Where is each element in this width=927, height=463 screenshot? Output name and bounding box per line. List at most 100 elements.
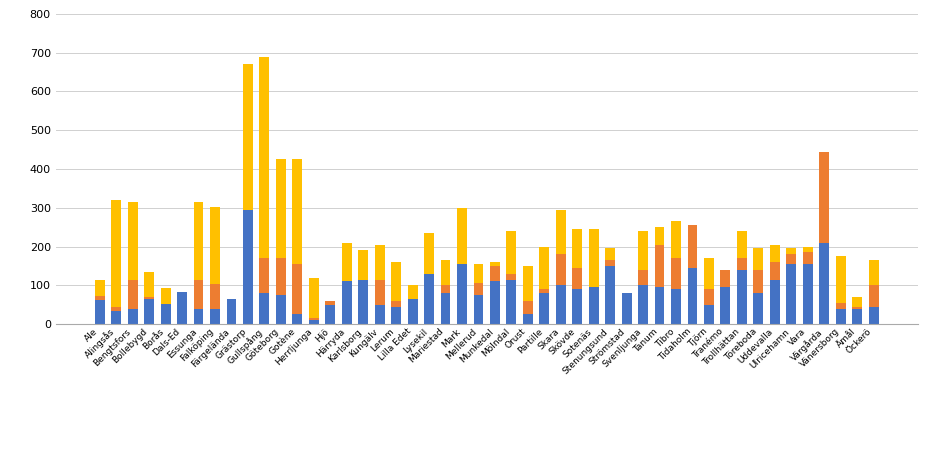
Bar: [654, 227, 665, 244]
Bar: [869, 285, 879, 307]
Bar: [556, 254, 565, 285]
Bar: [95, 300, 105, 324]
Bar: [836, 256, 845, 303]
Bar: [440, 285, 451, 293]
Bar: [408, 285, 417, 299]
Bar: [786, 264, 796, 324]
Bar: [720, 270, 730, 287]
Bar: [852, 308, 862, 324]
Bar: [506, 280, 516, 324]
Bar: [490, 282, 500, 324]
Bar: [358, 280, 368, 324]
Bar: [260, 56, 270, 258]
Bar: [194, 308, 203, 324]
Bar: [226, 299, 236, 324]
Bar: [95, 296, 105, 300]
Bar: [309, 277, 319, 318]
Bar: [540, 289, 549, 293]
Bar: [128, 280, 137, 308]
Bar: [95, 280, 105, 296]
Bar: [654, 244, 665, 287]
Bar: [457, 208, 467, 264]
Bar: [737, 270, 747, 324]
Bar: [572, 289, 582, 324]
Bar: [358, 250, 368, 280]
Bar: [540, 246, 549, 289]
Bar: [490, 266, 500, 282]
Bar: [276, 295, 286, 324]
Bar: [556, 210, 565, 254]
Bar: [111, 307, 121, 311]
Bar: [523, 301, 533, 314]
Bar: [292, 159, 302, 264]
Bar: [391, 301, 401, 307]
Bar: [556, 285, 565, 324]
Bar: [704, 305, 714, 324]
Bar: [408, 299, 417, 324]
Bar: [342, 282, 351, 324]
Bar: [506, 274, 516, 280]
Bar: [292, 264, 302, 314]
Bar: [671, 221, 681, 258]
Bar: [754, 270, 763, 293]
Bar: [852, 307, 862, 308]
Bar: [177, 292, 187, 324]
Bar: [754, 293, 763, 324]
Bar: [720, 287, 730, 324]
Bar: [540, 293, 549, 324]
Bar: [210, 309, 220, 324]
Bar: [194, 202, 203, 280]
Bar: [391, 307, 401, 324]
Bar: [523, 266, 533, 301]
Bar: [260, 293, 270, 324]
Bar: [128, 308, 137, 324]
Bar: [474, 295, 483, 324]
Bar: [506, 231, 516, 274]
Bar: [605, 266, 616, 324]
Bar: [704, 258, 714, 289]
Bar: [194, 280, 203, 308]
Bar: [836, 303, 845, 308]
Bar: [770, 244, 780, 262]
Bar: [523, 314, 533, 324]
Bar: [572, 229, 582, 268]
Bar: [292, 314, 302, 324]
Bar: [309, 320, 319, 324]
Bar: [819, 151, 829, 243]
Bar: [770, 280, 780, 324]
Bar: [836, 308, 845, 324]
Bar: [638, 231, 648, 270]
Bar: [425, 233, 434, 274]
Bar: [803, 264, 813, 324]
Bar: [210, 284, 220, 309]
Bar: [572, 268, 582, 289]
Bar: [737, 258, 747, 270]
Bar: [128, 202, 137, 280]
Bar: [342, 243, 351, 282]
Bar: [160, 304, 171, 324]
Bar: [654, 287, 665, 324]
Bar: [457, 264, 467, 324]
Bar: [869, 260, 879, 285]
Bar: [474, 283, 483, 295]
Bar: [754, 249, 763, 270]
Bar: [869, 307, 879, 324]
Bar: [260, 258, 270, 293]
Bar: [425, 274, 434, 324]
Bar: [852, 297, 862, 307]
Bar: [622, 293, 631, 324]
Bar: [243, 210, 253, 324]
Bar: [605, 249, 616, 260]
Bar: [638, 270, 648, 285]
Bar: [638, 285, 648, 324]
Bar: [210, 206, 220, 284]
Bar: [589, 229, 599, 287]
Bar: [375, 305, 385, 324]
Bar: [786, 249, 796, 254]
Bar: [375, 244, 385, 280]
Bar: [440, 293, 451, 324]
Bar: [490, 262, 500, 266]
Bar: [111, 200, 121, 307]
Bar: [688, 268, 697, 324]
Bar: [605, 260, 616, 266]
